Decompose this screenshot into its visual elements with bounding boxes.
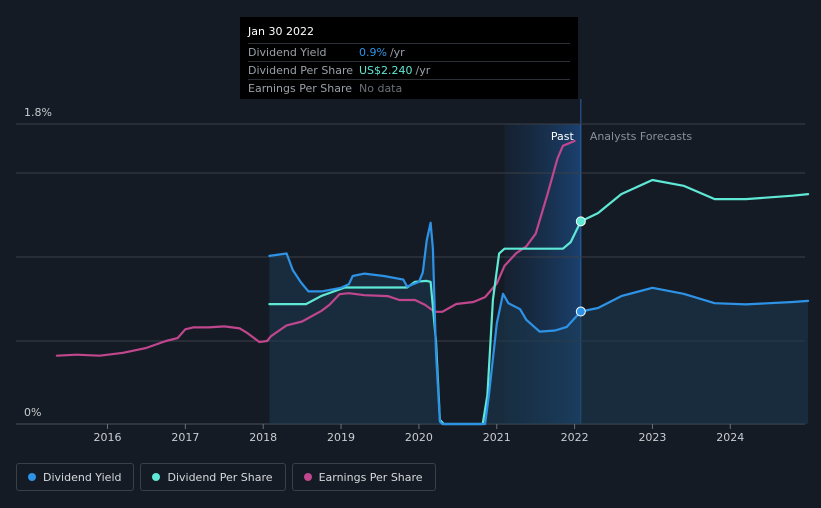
x-tick-label: 2020	[405, 431, 433, 444]
dividend-per-share-line	[268, 178, 810, 426]
legend-earnings-per-share[interactable]: Earnings Per Share	[291, 463, 436, 491]
legend-dot-icon	[28, 473, 36, 481]
legend-dividend-yield[interactable]: Dividend Yield	[16, 463, 135, 491]
legend: Dividend Yield Dividend Per Share Earnin…	[16, 463, 436, 491]
past-label: Past	[551, 130, 575, 143]
marker-dividend-yield	[575, 306, 586, 317]
marker-dividend-per-share	[575, 216, 586, 227]
x-tick-label: 2019	[327, 431, 355, 444]
x-tick-label: 2022	[561, 431, 589, 444]
y-label-max: 1.8%	[24, 106, 52, 119]
tooltip-row-dividend-per-share: Dividend Per Share US$2.240 /yr	[248, 61, 570, 79]
legend-label: Dividend Yield	[43, 470, 122, 484]
tooltip-row-dividend-yield: Dividend Yield 0.9% /yr	[248, 43, 570, 61]
earnings-per-share-line	[55, 139, 576, 357]
x-tick-label: 2023	[638, 431, 666, 444]
x-tick-label: 2016	[94, 431, 122, 444]
tooltip-unit: /yr	[389, 46, 405, 59]
tooltip-row-earnings-per-share: Earnings Per Share No data	[248, 79, 570, 97]
dividend-yield-line	[268, 221, 810, 426]
y-label-min: 0%	[24, 406, 41, 419]
legend-label: Earnings Per Share	[318, 470, 423, 484]
x-tick-label: 2018	[249, 431, 277, 444]
tooltip-value: No data	[359, 82, 403, 95]
tooltip-value: 0.9%	[359, 46, 387, 59]
x-tick-label: 2021	[483, 431, 511, 444]
forecast-label: Analysts Forecasts	[590, 130, 693, 143]
dividend-yield-area	[269, 222, 809, 424]
tooltip-date: Jan 30 2022	[248, 25, 314, 38]
legend-dividend-per-share[interactable]: Dividend Per Share	[140, 463, 286, 491]
tooltip-value: US$2.240	[359, 64, 413, 77]
legend-dot-icon	[303, 473, 312, 481]
tooltip: Jan 30 2022 Dividend Yield 0.9% /yr Divi…	[240, 17, 578, 99]
legend-label: Dividend Per Share	[167, 470, 273, 484]
tooltip-unit: /yr	[415, 64, 431, 77]
x-tick-label: 2017	[171, 431, 199, 444]
tooltip-label: Earnings Per Share	[248, 82, 353, 95]
x-tick-label: 2024	[716, 431, 744, 444]
legend-dot-icon	[152, 473, 161, 481]
tooltip-label: Dividend Per Share	[248, 64, 354, 77]
tooltip-label: Dividend Yield	[248, 46, 327, 59]
